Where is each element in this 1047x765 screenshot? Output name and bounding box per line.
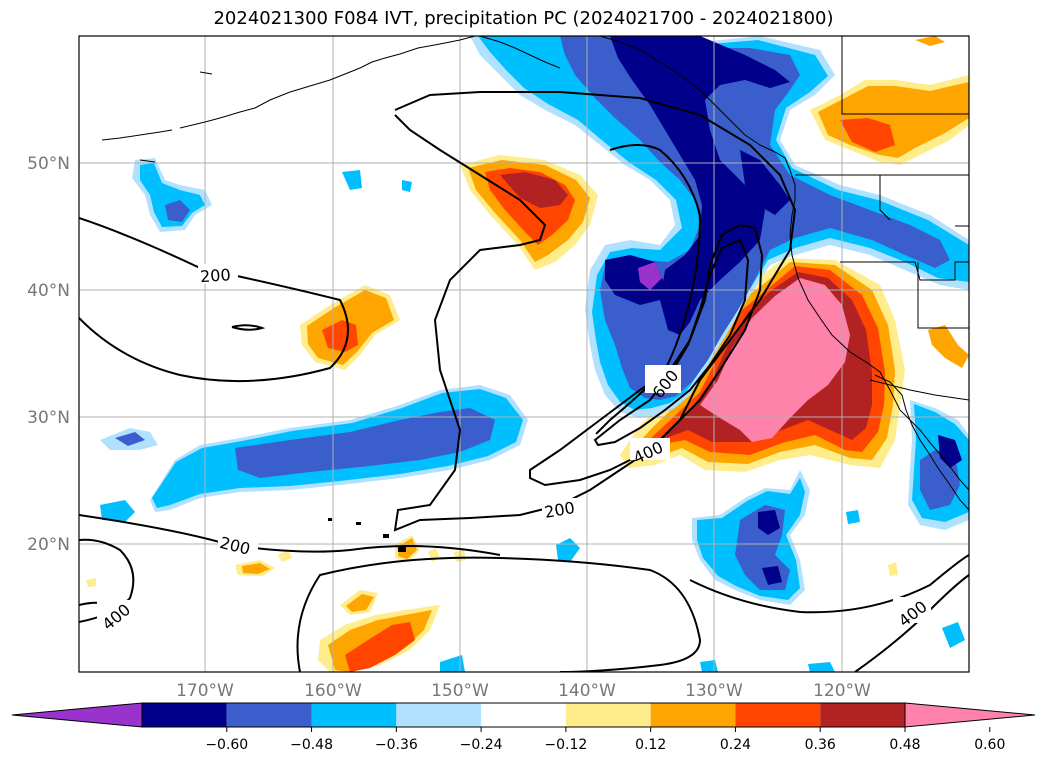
lon-label: 140°W <box>558 681 616 701</box>
colorbar-tick-label: −0.60 <box>205 737 248 753</box>
colorbar-segment <box>226 703 312 727</box>
shade-redorange-ne <box>840 118 895 152</box>
shade-cyan-s4 <box>846 510 860 524</box>
colorbar-segment <box>311 703 397 727</box>
map-panel <box>79 36 969 672</box>
ivt-contour-400-se <box>689 554 969 614</box>
contour-label: 200 <box>199 265 231 286</box>
ivt-contours <box>79 91 969 672</box>
lon-label: 170°W <box>176 681 234 701</box>
lon-label: 120°W <box>813 681 871 701</box>
colorbar-tick-label: −0.48 <box>290 737 333 753</box>
colorbar-tick-label: −0.24 <box>460 737 503 753</box>
shade-yellow-s8 <box>86 578 96 587</box>
shade-royal-band <box>235 408 495 478</box>
shade-cyan-small1 <box>342 170 362 190</box>
colorbar-segment <box>142 703 227 727</box>
colorbar-outline <box>141 702 906 728</box>
shade-redorange-south <box>345 622 415 672</box>
lon-label: 150°W <box>431 681 489 701</box>
map-title: 2024021300 F084 IVT, precipitation PC (2… <box>213 8 834 29</box>
colorbar-tick-label: 0.48 <box>889 737 920 753</box>
colorbar-tick-label: 0.36 <box>805 737 836 753</box>
shade-orange-baja <box>928 325 969 368</box>
colorbar-segment <box>481 703 566 727</box>
shade-redorange-160w <box>322 320 358 352</box>
colorbar-segment <box>396 703 482 727</box>
lat-label: 50°N <box>27 154 70 174</box>
colorbar-segment <box>820 703 905 727</box>
borders <box>795 36 969 401</box>
shade-navy-pnw-2 <box>740 150 790 215</box>
lat-label: 30°N <box>27 408 70 428</box>
shade-orange-s2 <box>346 594 374 612</box>
shade-cyan-s6 <box>700 660 718 672</box>
colorbar-extend-low <box>11 702 143 728</box>
graticule <box>79 36 969 672</box>
shade-royal-170w <box>165 200 190 222</box>
lon-label: 130°W <box>685 681 743 701</box>
lat-label: 40°N <box>27 281 70 301</box>
shade-navy-se2 <box>762 566 782 585</box>
colorbar-tick-label: 0.12 <box>635 737 666 753</box>
map-frame <box>78 35 970 673</box>
shade-firebrick-gulf <box>500 172 568 208</box>
precip-positive-shading <box>86 36 969 672</box>
coastlines <box>101 36 969 511</box>
shade-orange-s3 <box>398 538 417 559</box>
shade-pink-main <box>700 278 850 442</box>
shade-cyan-s9 <box>402 180 412 192</box>
longitude-labels: 170°W 160°W 150°W 140°W 130°W 120°W <box>176 681 871 701</box>
shade-cyan-s7 <box>808 662 835 672</box>
shade-orange-s4 <box>242 563 270 574</box>
colorbar-segment <box>650 703 736 727</box>
colorbar: −0.60 −0.48 −0.36 −0.24 −0.12 0.12 0.24 0.36 0.4… <box>11 702 1036 753</box>
ivt-contour-small <box>231 324 266 331</box>
ivt-contour-200-bottom <box>296 556 702 672</box>
shade-navy-pnw <box>610 36 790 335</box>
ivt-contour-200-south <box>79 514 501 556</box>
ivt-contour-inner <box>595 144 702 435</box>
hawaii-islands <box>328 518 406 552</box>
ivt-contour-200-west <box>79 217 349 383</box>
latitude-labels: 50°N 40°N 30°N 20°N <box>27 154 70 555</box>
lon-label: 160°W <box>304 681 362 701</box>
shade-navy-mx <box>938 435 962 468</box>
colorbar-tick-label: 0.60 <box>974 737 1005 753</box>
shade-royal-s2 <box>115 432 145 446</box>
shade-navy-se1 <box>758 510 780 535</box>
shade-cyan-s5 <box>942 622 965 648</box>
colorbar-segment <box>565 703 651 727</box>
shade-purple-pnw <box>638 262 662 290</box>
shade-cyan-s8 <box>440 655 465 672</box>
colorbar-extend-high <box>904 702 1036 728</box>
ivt-contour-200-east <box>393 91 797 532</box>
shade-yellow-s5 <box>278 550 292 562</box>
colorbar-tick-label: −0.36 <box>375 737 418 753</box>
shade-yellow-s9 <box>888 562 898 576</box>
colorbar-segment <box>735 703 821 727</box>
shade-orange-ne-top <box>915 36 945 46</box>
colorbar-tick-label: −0.12 <box>544 737 587 753</box>
shade-cyan-s1 <box>100 500 135 522</box>
colorbar-tick-label: 0.24 <box>720 737 751 753</box>
lat-label: 20°N <box>27 535 70 555</box>
